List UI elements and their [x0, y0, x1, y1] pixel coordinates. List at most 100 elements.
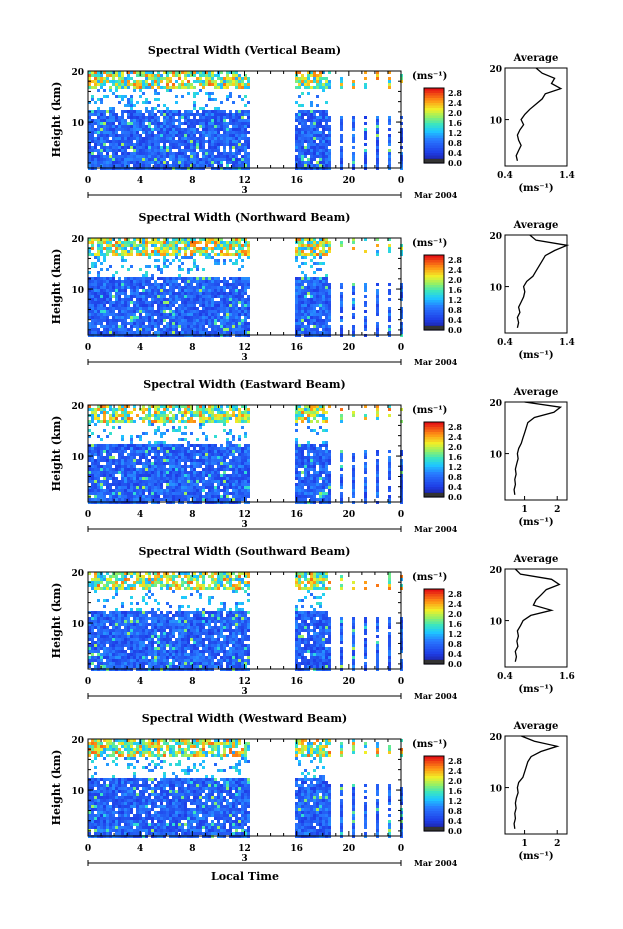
- heatmap-cell: [322, 247, 325, 250]
- heatmap-cell: [103, 134, 106, 137]
- heatmap-cell: [313, 331, 316, 334]
- heatmap-cell: [91, 307, 94, 310]
- heatmap-cell: [136, 247, 139, 250]
- heatmap-cell: [217, 247, 220, 250]
- heatmap-cell: [145, 310, 148, 313]
- heatmap-cell: [100, 465, 103, 468]
- heatmap-cell: [220, 301, 223, 304]
- heatmap-cell: [124, 149, 127, 152]
- heatmap-cell: [181, 495, 184, 498]
- heatmap-cell: [247, 101, 250, 104]
- heatmap-cell: [202, 134, 205, 137]
- heatmap-cell: [247, 131, 250, 134]
- heatmap-cell: [313, 143, 316, 146]
- heatmap-cell: [298, 119, 301, 122]
- heatmap-cell: [295, 247, 298, 250]
- heatmap-cell: [223, 307, 226, 310]
- heatmap-cell: [313, 134, 316, 137]
- heatmap-cell: [157, 134, 160, 137]
- heatmap-cell: [97, 483, 100, 486]
- heatmap-cell: [295, 140, 298, 143]
- heatmap-cell: [328, 152, 331, 155]
- heatmap-cell: [298, 316, 301, 319]
- heatmap-cell: [187, 319, 190, 322]
- heatmap-cell: [202, 313, 205, 316]
- heatmap-cell: [94, 417, 97, 420]
- heatmap-cell: [181, 414, 184, 417]
- heatmap-cell: [187, 483, 190, 486]
- heatmap-cell: [223, 456, 226, 459]
- heatmap-cell: [127, 125, 130, 128]
- heatmap-cell: [91, 146, 94, 149]
- heatmap-cell: [94, 310, 97, 313]
- heatmap-cell: [136, 304, 139, 307]
- heatmap-cell: [301, 277, 304, 280]
- heatmap-cell: [139, 492, 142, 495]
- heatmap-cell: [166, 477, 169, 480]
- heatmap-cell: [196, 313, 199, 316]
- heatmap-cell: [217, 453, 220, 456]
- heatmap-cell: [223, 298, 226, 301]
- heatmap-cell: [190, 492, 193, 495]
- heatmap-cell: [310, 301, 313, 304]
- heatmap-cell: [193, 158, 196, 161]
- heatmap-cell: [145, 331, 148, 334]
- heatmap-cell: [148, 86, 151, 89]
- heatmap-cell: [238, 143, 241, 146]
- heatmap-cell: [121, 110, 124, 113]
- heatmap-cell: [193, 137, 196, 140]
- heatmap-cell: [172, 140, 175, 143]
- colorbar-segment: [424, 275, 444, 279]
- heatmap-cell: [166, 471, 169, 474]
- heatmap-cell: [190, 316, 193, 319]
- heatmap-cell: [124, 328, 127, 331]
- heatmap-cell: [136, 134, 139, 137]
- heatmap-cell: [118, 164, 121, 167]
- heatmap-cell: [184, 414, 187, 417]
- heatmap-cell: [193, 125, 196, 128]
- heatmap-cell: [178, 161, 181, 164]
- heatmap-cell: [163, 71, 166, 74]
- heatmap-cell: [115, 134, 118, 137]
- heatmap-cell: [91, 74, 94, 77]
- heatmap-cell: [304, 244, 307, 247]
- heatmap-cell: [115, 140, 118, 143]
- heatmap-cell: [241, 155, 244, 158]
- heatmap-cell: [103, 495, 106, 498]
- heatmap-cell: [226, 495, 229, 498]
- heatmap-cell: [97, 119, 100, 122]
- heatmap-cell: [187, 289, 190, 292]
- heatmap-cell: [109, 444, 112, 447]
- heatmap-cell: [232, 137, 235, 140]
- heatmap-cell: [181, 134, 184, 137]
- heatmap-cell: [388, 158, 391, 161]
- heatmap-cell: [181, 411, 184, 414]
- heatmap-cell: [235, 253, 238, 256]
- heatmap-cell: [199, 164, 202, 167]
- heatmap-cell: [319, 256, 322, 259]
- heatmap-cell: [178, 122, 181, 125]
- heatmap-cell: [172, 331, 175, 334]
- heatmap-cell: [112, 483, 115, 486]
- heatmap-cell: [301, 331, 304, 334]
- heatmap-cell: [322, 280, 325, 283]
- heatmap-cell: [217, 116, 220, 119]
- heatmap-cell: [340, 328, 343, 331]
- heatmap-cell: [121, 125, 124, 128]
- heatmap-cell: [103, 298, 106, 301]
- heatmap-cell: [187, 119, 190, 122]
- heatmap-cell: [220, 244, 223, 247]
- colorbar-tick-label: 0.4: [448, 315, 462, 325]
- heatmap-cell: [184, 411, 187, 414]
- heatmap-cell: [211, 456, 214, 459]
- heatmap-cell: [325, 316, 328, 319]
- heatmap-cell: [223, 489, 226, 492]
- heatmap-cell: [199, 420, 202, 423]
- heatmap-cell: [229, 429, 232, 432]
- heatmap-cell: [190, 480, 193, 483]
- heatmap-cell: [169, 471, 172, 474]
- heatmap-cell: [328, 161, 331, 164]
- heatmap-cell: [124, 414, 127, 417]
- heatmap-cell: [139, 462, 142, 465]
- heatmap-cell: [208, 477, 211, 480]
